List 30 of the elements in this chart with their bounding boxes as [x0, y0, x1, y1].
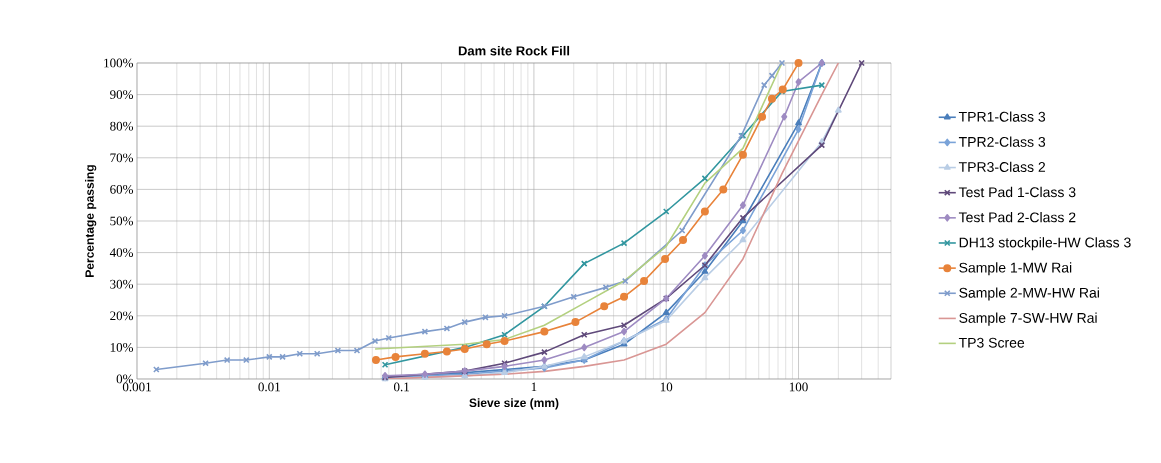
y-axis-title: Percentage passing: [85, 165, 97, 277]
x-tick-label: 0.01: [258, 382, 280, 392]
y-tick-label: 30%: [110, 279, 134, 289]
y-tick-label: 90%: [110, 90, 134, 100]
y-tick-label: 80%: [110, 121, 134, 131]
legend-label: Sample 7-SW-HW Rai: [959, 312, 1097, 326]
legend-label: DH13 stockpile-HW Class 3: [959, 237, 1131, 251]
legend-label: Sample 1-MW Rai: [959, 262, 1072, 276]
legend-label: TPR3-Class 2: [958, 161, 1046, 173]
legend-label: TPR2-Class 3: [958, 136, 1046, 147]
x-tick-label: 10: [660, 382, 673, 392]
x-tick-label: 1: [531, 382, 537, 392]
chart-title: Dam site Rock Fill: [458, 45, 570, 56]
x-tick-label: 0.1: [393, 382, 409, 392]
legend-label: Sample 2-MW-HW Rai: [959, 287, 1099, 301]
y-tick-label: 0%: [116, 374, 134, 384]
y-tick-label: 40%: [109, 248, 134, 258]
legend-label: Test Pad 1-Class 3: [958, 186, 1076, 198]
legend-label: TP3 Scree: [958, 337, 1025, 348]
y-tick-label: 70%: [110, 153, 134, 163]
legend-label: TPR1-Class 3: [958, 111, 1046, 122]
legend-label: Test Pad 2-Class 2: [958, 212, 1076, 223]
y-tick-label: 10%: [110, 342, 134, 352]
y-tick-label: 100%: [104, 58, 134, 68]
y-tick-label: 20%: [110, 311, 134, 321]
x-tick-label: 0.001: [122, 382, 151, 392]
y-tick-label: 60%: [110, 184, 134, 194]
y-tick-label: 50%: [110, 216, 134, 226]
x-axis-title: Sieve size (mm): [469, 398, 559, 410]
x-tick-label: 100: [789, 382, 808, 392]
